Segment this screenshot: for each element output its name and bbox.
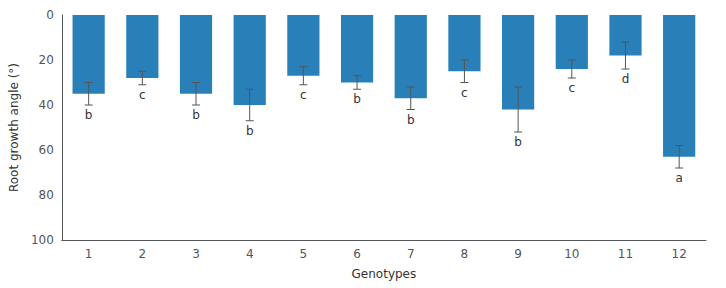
svg-text:a: a xyxy=(675,171,682,185)
svg-text:Root growth angle (°): Root growth angle (°) xyxy=(7,63,21,192)
svg-text:60: 60 xyxy=(39,143,54,157)
svg-text:40: 40 xyxy=(39,98,54,112)
svg-text:20: 20 xyxy=(39,53,54,67)
svg-text:12: 12 xyxy=(672,247,687,261)
svg-text:c: c xyxy=(461,86,468,100)
svg-text:8: 8 xyxy=(461,247,469,261)
svg-text:d: d xyxy=(622,72,630,86)
svg-text:c: c xyxy=(139,88,146,102)
svg-text:6: 6 xyxy=(353,247,361,261)
svg-text:3: 3 xyxy=(192,247,200,261)
svg-text:c: c xyxy=(300,88,307,102)
svg-text:c: c xyxy=(568,81,575,95)
svg-text:b: b xyxy=(514,135,522,149)
svg-text:7: 7 xyxy=(407,247,415,261)
svg-text:Genotypes: Genotypes xyxy=(352,267,417,281)
svg-text:2: 2 xyxy=(139,247,147,261)
svg-text:9: 9 xyxy=(514,247,522,261)
svg-text:b: b xyxy=(353,92,361,106)
svg-text:80: 80 xyxy=(39,188,54,202)
svg-text:11: 11 xyxy=(618,247,633,261)
svg-text:0: 0 xyxy=(46,8,54,22)
svg-text:1: 1 xyxy=(85,247,93,261)
svg-text:b: b xyxy=(85,108,93,122)
svg-text:b: b xyxy=(407,113,415,127)
svg-text:5: 5 xyxy=(300,247,308,261)
svg-text:b: b xyxy=(192,108,200,122)
svg-text:4: 4 xyxy=(246,247,254,261)
svg-text:100: 100 xyxy=(31,233,54,247)
svg-text:b: b xyxy=(246,124,254,138)
svg-text:10: 10 xyxy=(564,247,579,261)
